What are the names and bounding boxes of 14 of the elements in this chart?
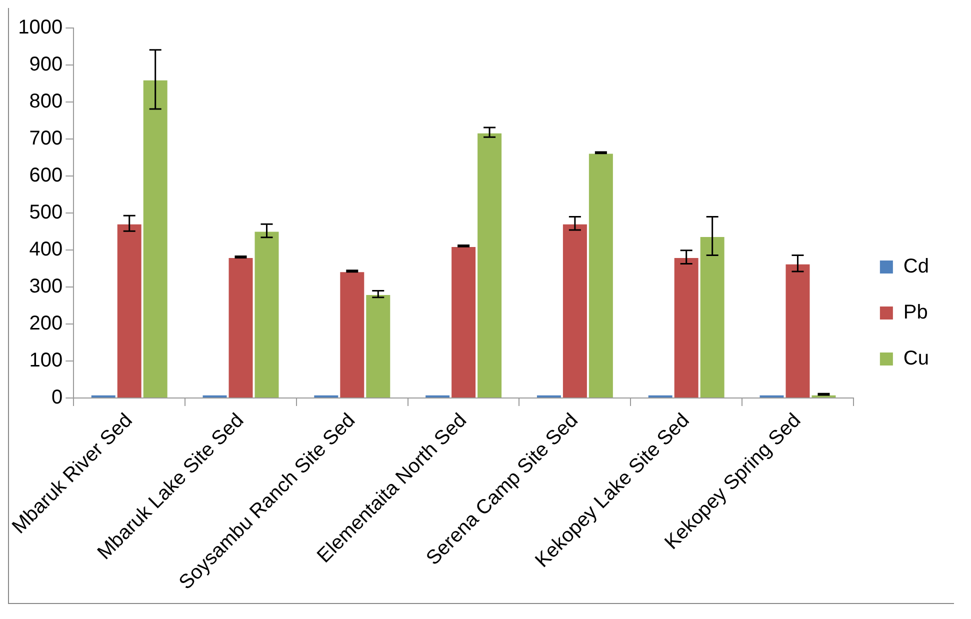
- y-tick-label: 500: [29, 202, 63, 224]
- y-tick-label: 0: [52, 386, 63, 409]
- legend-label: Cu: [903, 348, 930, 370]
- legend-label: Cd: [903, 256, 930, 278]
- y-tick-label: 300: [29, 276, 63, 298]
- y-tick-label: 800: [29, 90, 63, 113]
- y-tick-label: 1000: [18, 16, 63, 39]
- y-tick-label: 400: [29, 238, 63, 261]
- y-tick-label: 100: [29, 350, 63, 372]
- y-tick-label: 900: [29, 54, 63, 76]
- y-tick-label: 600: [29, 164, 63, 187]
- y-tick-label: 700: [29, 128, 63, 150]
- y-tick-label: 200: [29, 312, 63, 335]
- legend-label: Pb: [903, 302, 928, 324]
